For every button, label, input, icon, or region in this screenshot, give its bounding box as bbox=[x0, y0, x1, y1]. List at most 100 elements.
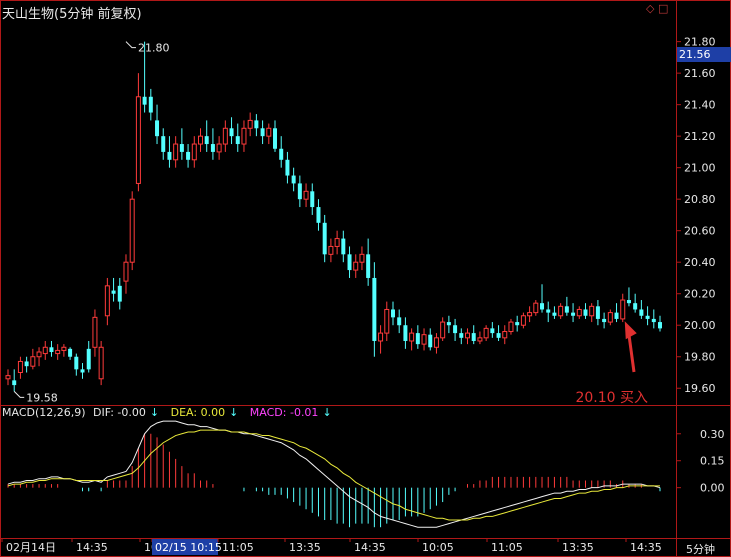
candle-body bbox=[92, 316, 98, 348]
candle-body bbox=[74, 356, 79, 370]
dea-line bbox=[7, 429, 660, 521]
candle-body bbox=[520, 315, 526, 326]
candle-body bbox=[639, 309, 644, 316]
date-tick-label: 13:35 bbox=[289, 541, 321, 554]
date-tick-label: 11:05 bbox=[491, 541, 523, 554]
date-tick-label: 11:05 bbox=[222, 541, 254, 554]
candle-body bbox=[614, 312, 619, 319]
candle-body bbox=[254, 120, 259, 129]
candle-body bbox=[98, 346, 104, 380]
candle-body bbox=[86, 348, 91, 370]
low-marker bbox=[13, 391, 25, 398]
candle-body bbox=[161, 136, 166, 152]
candle-body bbox=[446, 322, 451, 326]
chart-title: 天山生物(5分钟 前复权) bbox=[2, 7, 142, 22]
candle-body bbox=[173, 143, 179, 161]
candle-body bbox=[477, 337, 483, 342]
candle-body bbox=[433, 337, 439, 348]
period-selector[interactable]: 5分钟 bbox=[686, 543, 715, 556]
macd-params: MACD(12,26,9) bbox=[2, 406, 86, 419]
candle-body bbox=[334, 238, 340, 247]
candle-body bbox=[142, 96, 147, 105]
candle-body bbox=[273, 128, 278, 149]
square-icon[interactable]: □ bbox=[657, 2, 669, 15]
candle-body bbox=[17, 360, 23, 373]
candle-body bbox=[595, 306, 600, 319]
candle-body bbox=[303, 190, 309, 200]
candle-body bbox=[602, 318, 607, 323]
candle-body bbox=[235, 136, 240, 145]
candle-body bbox=[533, 302, 539, 314]
candle-body bbox=[155, 120, 160, 137]
candle-body bbox=[204, 136, 209, 145]
candle-body bbox=[390, 309, 395, 318]
candle-body bbox=[571, 312, 576, 316]
candle-body bbox=[241, 127, 247, 145]
candle-body bbox=[316, 207, 321, 223]
price-tick-label: 19.80 bbox=[684, 351, 716, 364]
candle-body bbox=[626, 300, 631, 304]
candle-body bbox=[260, 128, 265, 137]
candle-body bbox=[397, 317, 402, 326]
candle-body bbox=[403, 325, 408, 341]
macd-tick-label: 0.00 bbox=[700, 482, 725, 495]
candle-body bbox=[471, 333, 476, 341]
price-tick-label: 20.80 bbox=[684, 193, 716, 206]
candle-body bbox=[620, 299, 626, 320]
macd-text: MACD: -0.01 bbox=[249, 406, 319, 419]
candle-body bbox=[61, 346, 67, 351]
candle-body bbox=[279, 148, 284, 160]
selected-date-highlight bbox=[152, 539, 218, 555]
candle-body bbox=[328, 245, 334, 255]
candle-body bbox=[372, 277, 377, 341]
candle-body bbox=[607, 312, 613, 323]
price-tick-label: 19.60 bbox=[684, 382, 716, 395]
high-marker bbox=[125, 41, 136, 49]
candle-body bbox=[55, 349, 61, 355]
candle-body bbox=[210, 144, 215, 152]
macd-tick-label: 0.15 bbox=[700, 455, 725, 468]
price-tick-label: 21.40 bbox=[684, 99, 716, 112]
candle-body bbox=[36, 351, 42, 358]
candle-body bbox=[322, 222, 327, 255]
candle-body bbox=[104, 285, 110, 317]
price-tick-label: 21.20 bbox=[684, 130, 716, 143]
candle-body bbox=[459, 333, 464, 338]
candle-body bbox=[80, 369, 85, 373]
candle-body bbox=[30, 356, 36, 367]
dea-text: DEA: 0.00 bbox=[170, 406, 226, 419]
low-price-label: 19.58 bbox=[26, 391, 58, 404]
candle-body bbox=[576, 308, 582, 317]
candle-body bbox=[384, 308, 390, 334]
candle-body bbox=[111, 290, 116, 294]
price-tick-label: 21.00 bbox=[684, 162, 716, 175]
window-controls[interactable]: ◇ □ bbox=[646, 2, 668, 15]
candle-body bbox=[285, 159, 290, 176]
candle-body bbox=[186, 151, 191, 160]
diamond-icon[interactable]: ◇ bbox=[646, 2, 655, 15]
candle-body bbox=[135, 96, 141, 184]
candle-body bbox=[558, 305, 564, 317]
down-arrow-icon: ↓ bbox=[229, 406, 239, 419]
buy-arrow-shaft bbox=[627, 333, 636, 373]
price-tick-label: 20.40 bbox=[684, 256, 716, 269]
date-tick-label: 14:35 bbox=[630, 541, 662, 554]
candle-body bbox=[291, 175, 296, 184]
macd-dea-value: DEA: 0.00 ↓ bbox=[171, 406, 243, 419]
candle-body bbox=[633, 303, 638, 310]
candle-body bbox=[42, 346, 48, 355]
candle-body bbox=[546, 309, 551, 313]
date-tick-label: 13:35 bbox=[562, 541, 594, 554]
candle-body bbox=[191, 143, 197, 161]
candle-body bbox=[24, 361, 29, 367]
candle-body bbox=[453, 325, 458, 334]
price-tick-label: 21.60 bbox=[684, 67, 716, 80]
candle-body bbox=[123, 261, 129, 282]
candle-body bbox=[117, 285, 122, 302]
candle-body bbox=[222, 127, 228, 145]
candle-body bbox=[378, 332, 384, 342]
candle-body bbox=[583, 309, 588, 316]
candle-body bbox=[129, 198, 135, 263]
candle-body bbox=[440, 321, 446, 339]
